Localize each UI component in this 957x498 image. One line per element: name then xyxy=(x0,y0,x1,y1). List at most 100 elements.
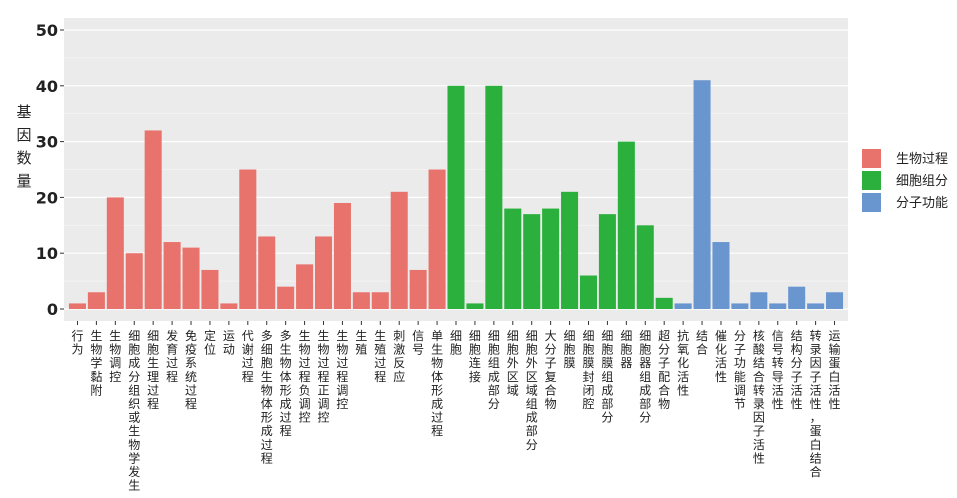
bar xyxy=(314,236,333,309)
bar xyxy=(447,85,465,309)
bar xyxy=(466,303,484,309)
bar xyxy=(826,292,844,309)
x-tick-label: 细胞膜组成部分 xyxy=(601,329,613,425)
x-tick-label: 结合 xyxy=(696,329,708,357)
bar xyxy=(296,264,314,309)
bar xyxy=(201,269,219,309)
bar xyxy=(807,303,825,309)
y-axis: 0 10 20 30 40 50 xyxy=(36,21,64,319)
x-tick-label: 催化活性 xyxy=(715,329,727,384)
bar xyxy=(655,297,673,309)
bar xyxy=(523,214,541,309)
x-tick-label: 细胞器 xyxy=(620,329,632,370)
x-tick-label: 单生物体形成过程 xyxy=(431,329,443,438)
y-tick-label: 30 xyxy=(36,133,58,152)
bar xyxy=(485,85,503,309)
x-tick-label: 转录因子活性，蛋白结合 xyxy=(810,328,822,479)
x-tick-label: 细胞成分组织或生物学发生 xyxy=(128,329,140,493)
bar xyxy=(125,253,143,309)
bar xyxy=(182,247,200,309)
x-tick-label: 细胞膜封闭腔 xyxy=(582,329,594,411)
x-tick-label: 运输蛋白活性 xyxy=(829,329,841,411)
y-tick-label: 50 xyxy=(36,21,58,40)
bar xyxy=(617,141,635,309)
y-tick-label: 10 xyxy=(36,244,58,263)
y-tick-label: 40 xyxy=(36,77,58,96)
bar xyxy=(409,269,427,309)
bar xyxy=(68,303,86,309)
bar xyxy=(693,80,711,309)
x-tick-label: 大分子复合物 xyxy=(545,329,557,411)
bar xyxy=(712,242,730,309)
x-tick-label: 分子功能调节 xyxy=(734,329,746,411)
x-axis: 行为生物学黏附生物调控细胞成分组织或生物学发生细胞生理过程发育过程免疫系统过程定… xyxy=(71,321,841,493)
bars xyxy=(68,80,844,309)
x-tick-label: 多生物体形成过程 xyxy=(280,329,292,438)
x-tick-label: 定位 xyxy=(204,328,216,357)
x-tick-label: 细胞外区域组成部分 xyxy=(526,329,538,452)
x-tick-label: 发育过程 xyxy=(166,328,178,384)
x-tick-label: 生殖 xyxy=(355,329,367,357)
x-tick-label: 细胞膜 xyxy=(564,329,576,370)
legend-swatch xyxy=(862,193,881,212)
bar xyxy=(106,197,124,309)
x-tick-label: 代谢过程 xyxy=(242,329,254,384)
legend-label: 细胞组分 xyxy=(896,174,948,189)
x-tick-label: 细胞 xyxy=(450,329,462,357)
bar xyxy=(87,292,105,309)
y-tick-label: 0 xyxy=(47,300,58,319)
bar xyxy=(636,225,654,309)
x-tick-label: 超分子配合物 xyxy=(658,328,670,411)
x-tick-label: 行为 xyxy=(71,329,83,357)
bar xyxy=(428,169,446,309)
x-tick-label: 细胞器组成部分 xyxy=(639,329,651,425)
bar xyxy=(788,286,806,309)
bar xyxy=(598,214,616,309)
x-tick-label: 免疫系统过程 xyxy=(185,328,197,411)
bar xyxy=(239,169,257,309)
x-tick-label: 信号转导活性 xyxy=(772,329,784,411)
bar xyxy=(390,191,408,309)
bar xyxy=(163,242,181,309)
legend-swatch xyxy=(862,149,881,168)
bar xyxy=(769,303,787,309)
bar xyxy=(352,292,370,309)
bar xyxy=(258,236,276,309)
x-tick-label: 生殖过程 xyxy=(374,329,386,384)
bar xyxy=(579,275,598,309)
x-tick-label: 抗氧化活性 xyxy=(677,328,689,397)
y-axis-label: 基因数量 xyxy=(16,103,31,190)
x-tick-label: 细胞组成部分 xyxy=(488,329,500,411)
bar xyxy=(674,303,692,309)
y-axis-title: 基因数量 xyxy=(16,103,31,190)
x-tick-label: 生物学黏附 xyxy=(90,329,102,397)
bar xyxy=(504,208,522,309)
x-tick-label: 刺激反应 xyxy=(393,329,405,384)
bar xyxy=(277,286,295,309)
x-tick-label: 生物过程调控 xyxy=(336,329,348,411)
bar xyxy=(371,292,389,309)
legend-label: 分子功能 xyxy=(896,196,948,211)
x-tick-label: 细胞外区域 xyxy=(507,329,519,397)
bar xyxy=(542,208,560,309)
legend-label: 生物过程 xyxy=(896,152,948,167)
x-tick-label: 核酸结合转录因子活性 xyxy=(753,329,765,465)
bar xyxy=(731,303,749,309)
x-tick-label: 运动 xyxy=(223,329,235,357)
x-tick-label: 多细胞生物体形成过程 xyxy=(261,329,273,465)
x-tick-label: 细胞连接 xyxy=(469,329,481,384)
x-tick-label: 生物过程负调控 xyxy=(299,329,311,425)
x-tick-label: 生物过程正调控 xyxy=(318,329,330,425)
bar xyxy=(220,303,238,309)
y-tick-label: 20 xyxy=(36,188,58,207)
legend-swatch xyxy=(862,171,881,190)
x-tick-label: 结构分子活性 xyxy=(791,329,803,411)
bar xyxy=(561,191,579,309)
bar xyxy=(333,202,351,309)
bar xyxy=(144,130,162,309)
x-tick-label: 生物调控 xyxy=(109,329,121,384)
x-tick-label: 细胞生理过程 xyxy=(147,329,159,411)
bar xyxy=(750,292,768,309)
